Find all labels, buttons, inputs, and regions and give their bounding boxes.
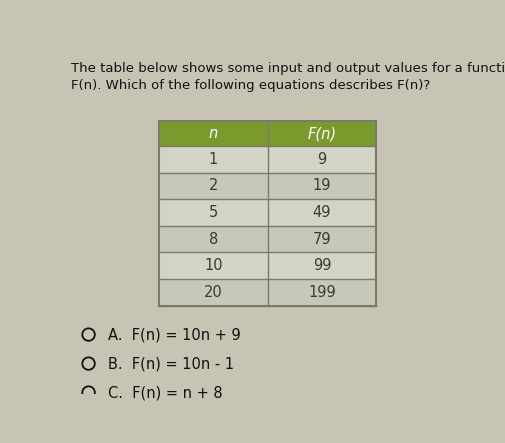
Bar <box>159 199 268 226</box>
Text: n: n <box>209 126 218 141</box>
Text: F(n). Which of the following equations describes F(n)?: F(n). Which of the following equations d… <box>71 79 430 92</box>
Text: 10: 10 <box>204 258 223 273</box>
Bar <box>159 173 268 199</box>
Text: C.  F(n) = n + 8: C. F(n) = n + 8 <box>108 385 223 400</box>
Bar <box>268 199 376 226</box>
Bar <box>268 279 376 306</box>
Text: 49: 49 <box>313 205 331 220</box>
Bar <box>268 146 376 173</box>
Bar <box>159 226 268 253</box>
Text: A.  F(n) = 10n + 9: A. F(n) = 10n + 9 <box>108 327 241 342</box>
Bar <box>159 279 268 306</box>
Text: 99: 99 <box>313 258 331 273</box>
Text: 199: 199 <box>308 285 336 300</box>
Bar <box>159 146 268 173</box>
Bar <box>268 226 376 253</box>
Bar <box>159 121 376 306</box>
Text: 19: 19 <box>313 179 331 193</box>
Bar <box>159 253 268 279</box>
Text: The table below shows some input and output values for a function named: The table below shows some input and out… <box>71 62 505 75</box>
Text: 8: 8 <box>209 232 218 247</box>
Text: 20: 20 <box>204 285 223 300</box>
Bar <box>268 253 376 279</box>
Text: B.  F(n) = 10n - 1: B. F(n) = 10n - 1 <box>108 356 234 371</box>
Text: 2: 2 <box>209 179 218 193</box>
Text: 5: 5 <box>209 205 218 220</box>
Text: 79: 79 <box>313 232 331 247</box>
Text: 9: 9 <box>317 152 327 167</box>
Text: 1: 1 <box>209 152 218 167</box>
Bar <box>268 173 376 199</box>
Text: F(n): F(n) <box>308 126 336 141</box>
Bar <box>159 121 376 146</box>
